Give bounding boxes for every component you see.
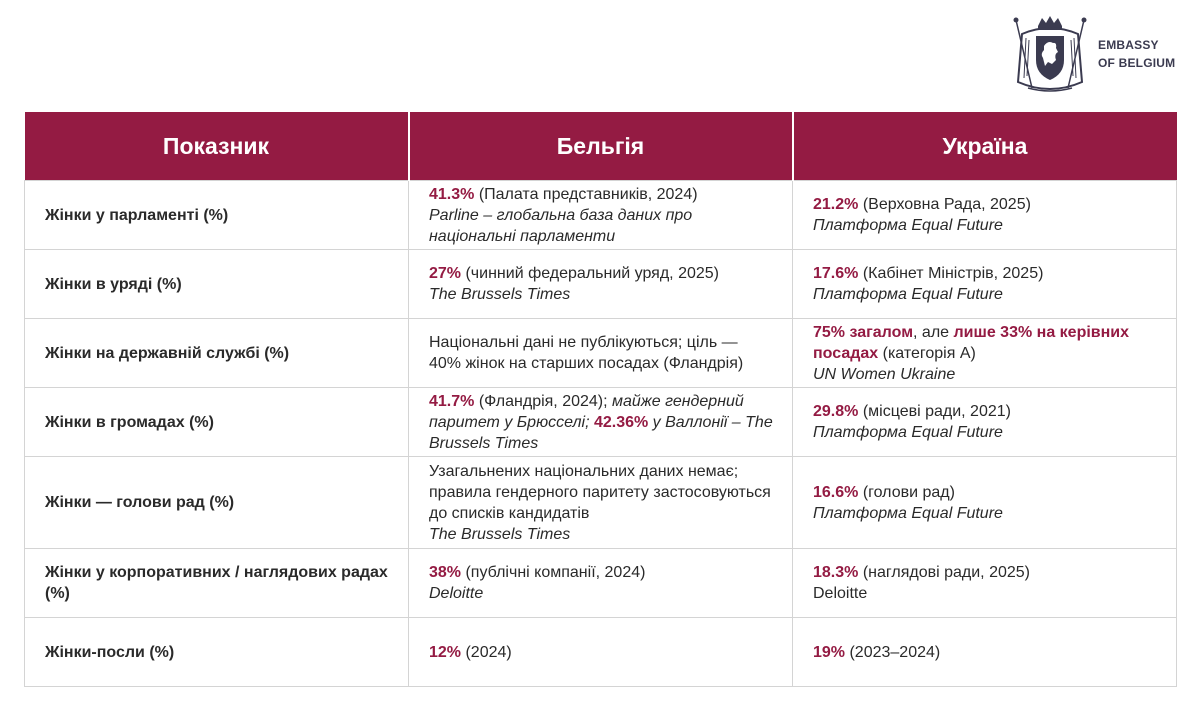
value: лише 33% на керівних посадах — [813, 323, 1130, 362]
value: 27% — [429, 265, 462, 282]
table-row: Жінки — голови рад (%) Узагальнених наці… — [24, 456, 1177, 549]
note: (чинний федеральний уряд, 2025) — [461, 265, 719, 282]
ukraine-cell: 19% (2023–2024) — [792, 617, 1177, 687]
value: 21.2% — [813, 196, 859, 213]
note: (голови рад) — [858, 483, 955, 501]
value: 17.6% — [813, 265, 859, 282]
indicator-cell: Жінки — голови рад (%) — [24, 456, 409, 549]
belgium-cell: 38% (публічні компанії, 2024) Deloitte — [408, 548, 793, 618]
ukraine-cell: 17.6% (Кабінет Міністрів, 2025) Платформ… — [792, 249, 1177, 319]
header-belgium: Бельгія — [408, 112, 794, 181]
table-row: Жінки в уряді (%) 27% (чинний федеральни… — [24, 249, 1177, 319]
note: майже гендерний паритет у Брюсселі — [429, 392, 744, 431]
note: (2024) — [461, 643, 512, 661]
comparison-table: Показник Бельгія Україна Жінки у парламе… — [24, 112, 1177, 687]
note: (2023–2024) — [845, 643, 941, 661]
indicator-cell: Жінки на державній службі (%) — [24, 318, 409, 388]
embassy-line1: EMBASSY — [1098, 38, 1159, 52]
ukraine-cell: 18.3% (наглядові ради, 2025) Deloitte — [792, 548, 1177, 618]
indicator-cell: Жінки у парламенті (%) — [24, 180, 409, 250]
belgium-cell: 41.3% (Палата представників, 2024) Parli… — [408, 180, 793, 250]
header-ukraine: Україна — [792, 112, 1177, 181]
source: UN Women Ukraine — [813, 365, 956, 383]
note: (наглядові ради, 2025) — [858, 564, 1030, 581]
note: (публічні компанії, 2024) — [461, 564, 646, 581]
header-indicator: Показник — [24, 112, 410, 181]
belgium-cell: Узагальнених національних даних немає; п… — [408, 456, 793, 549]
ukraine-cell: 16.6% (голови рад) Платформа Equal Futur… — [792, 456, 1177, 549]
note: (Фландрія, 2024); — [474, 392, 613, 410]
note: (категорія А) — [878, 344, 976, 362]
belgium-cell: 41.7% (Фландрія, 2024); майже гендерний … — [408, 387, 793, 457]
indicator-cell: Жінки у корпоративних / наглядових радах… — [24, 548, 409, 618]
source: Платформа Equal Future — [813, 504, 1003, 522]
embassy-wordmark: EMBASSY OF BELGIUM — [1098, 36, 1175, 72]
value: 12% — [429, 643, 462, 661]
value: 42.36% — [593, 413, 649, 431]
value: 75% загалом — [813, 323, 914, 341]
value: 16.6% — [813, 483, 859, 501]
value: 41.3% — [429, 185, 475, 203]
table-header-row: Показник Бельгія Україна — [24, 112, 1177, 181]
table-row: Жінки-посли (%) 12% (2024) 19% (2023–202… — [24, 617, 1177, 687]
source: Parline – глобальна база даних про націо… — [429, 206, 693, 245]
connector: , але — [913, 323, 954, 341]
belgium-cell: Національні дані не публікуються; ціль —… — [408, 318, 793, 388]
note: (Кабінет Міністрів, 2025) — [858, 265, 1044, 282]
note: (Палата представників, 2024) — [474, 185, 698, 203]
indicator-cell: Жінки-посли (%) — [24, 617, 409, 687]
table-row: Жінки на державній службі (%) Національн… — [24, 318, 1177, 388]
source: у Валлонії – The Brussels Times — [429, 413, 773, 452]
source: Deloitte — [813, 585, 868, 602]
ukraine-cell: 75% загалом, але лише 33% на керівних по… — [792, 318, 1177, 388]
source: Платформа Equal Future — [813, 217, 1003, 234]
belgium-cell: 12% (2024) — [408, 617, 793, 687]
source: Deloitte — [429, 585, 484, 602]
indicator-cell: Жінки в уряді (%) — [24, 249, 409, 319]
value: 18.3% — [813, 564, 859, 581]
note: (місцеві ради, 2021) — [858, 403, 1011, 420]
table-row: Жінки у парламенті (%) 41.3% (Палата пре… — [24, 180, 1177, 250]
embassy-line2: OF BELGIUM — [1098, 56, 1176, 70]
source: Платформа Equal Future — [813, 286, 1003, 303]
source: The Brussels Times — [429, 286, 571, 303]
ukraine-cell: 29.8% (місцеві ради, 2021) Платформа Equ… — [792, 387, 1177, 457]
value: 38% — [429, 564, 462, 581]
text: Узагальнених національних даних немає; п… — [429, 462, 771, 522]
note: (Верховна Рада, 2025) — [858, 196, 1031, 213]
belgium-cell: 27% (чинний федеральний уряд, 2025) The … — [408, 249, 793, 319]
embassy-logo: EMBASSY OF BELGIUM — [1012, 12, 1175, 96]
value: 19% — [813, 643, 846, 661]
indicator-cell: Жінки в громадах (%) — [24, 387, 409, 457]
table-row: Жінки у корпоративних / наглядових радах… — [24, 548, 1177, 618]
source: The Brussels Times — [429, 525, 571, 543]
separator: ; — [585, 413, 594, 431]
ukraine-cell: 21.2% (Верховна Рада, 2025) Платформа Eq… — [792, 180, 1177, 250]
source: Платформа Equal Future — [813, 424, 1003, 441]
table-row: Жінки в громадах (%) 41.7% (Фландрія, 20… — [24, 387, 1177, 457]
text: Національні дані не публікуються; ціль —… — [429, 334, 744, 372]
value: 29.8% — [813, 403, 859, 420]
value: 41.7% — [429, 392, 475, 410]
belgian-coat-of-arms-icon — [1013, 16, 1087, 92]
